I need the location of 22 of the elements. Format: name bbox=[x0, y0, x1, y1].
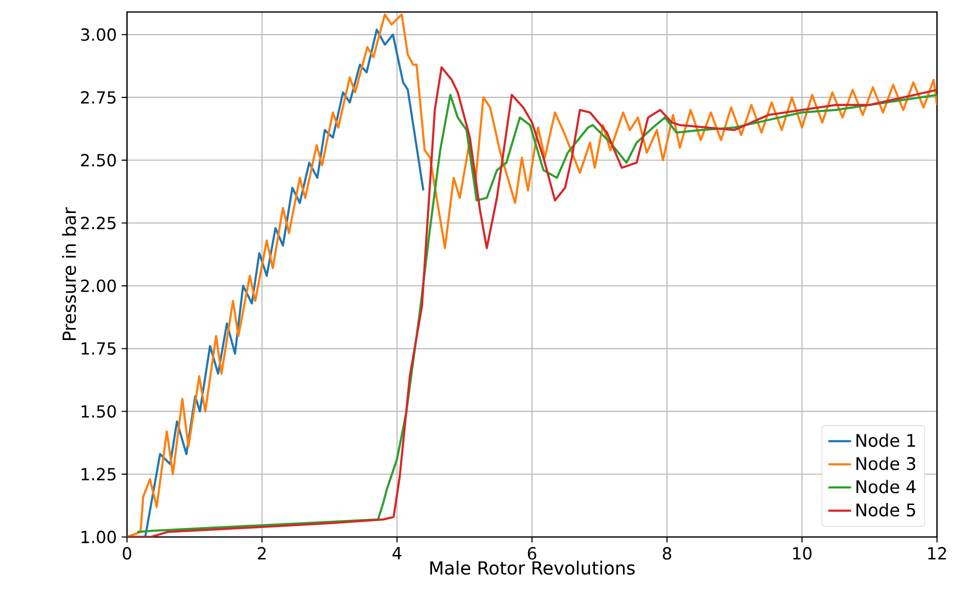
x-tick-label: 2 bbox=[258, 547, 266, 560]
y-axis-title: Pressure in bar bbox=[62, 207, 76, 340]
legend-label: Node 3 bbox=[856, 456, 916, 470]
y-tick-label: 2.25 bbox=[81, 216, 116, 230]
x-tick-label: 4 bbox=[392, 547, 402, 560]
x-tick-label: 12 bbox=[928, 547, 946, 560]
y-tick-label: 2.75 bbox=[81, 91, 116, 104]
y-tick-label: 1.50 bbox=[82, 405, 116, 418]
y-tick-label: 1.75 bbox=[82, 342, 116, 355]
x-tick-label: 8 bbox=[662, 547, 672, 560]
y-tick-label: 3.00 bbox=[81, 28, 116, 41]
legend-label: Node 4 bbox=[856, 480, 916, 494]
x-tick-label: 10 bbox=[793, 547, 812, 560]
y-tick-label: 2.00 bbox=[81, 279, 116, 292]
x-axis-title: Male Rotor Revolutions bbox=[430, 560, 635, 575]
x-tick-label: 0 bbox=[122, 547, 132, 560]
legend-label: Node 5 bbox=[856, 503, 916, 516]
x-tick-label: 6 bbox=[528, 547, 536, 560]
y-tick-label: 2.50 bbox=[81, 154, 116, 166]
y-tick-label: 1.00 bbox=[82, 530, 116, 544]
legend-label: Node 1 bbox=[856, 434, 915, 447]
y-tick-label: 1.25 bbox=[82, 468, 116, 480]
